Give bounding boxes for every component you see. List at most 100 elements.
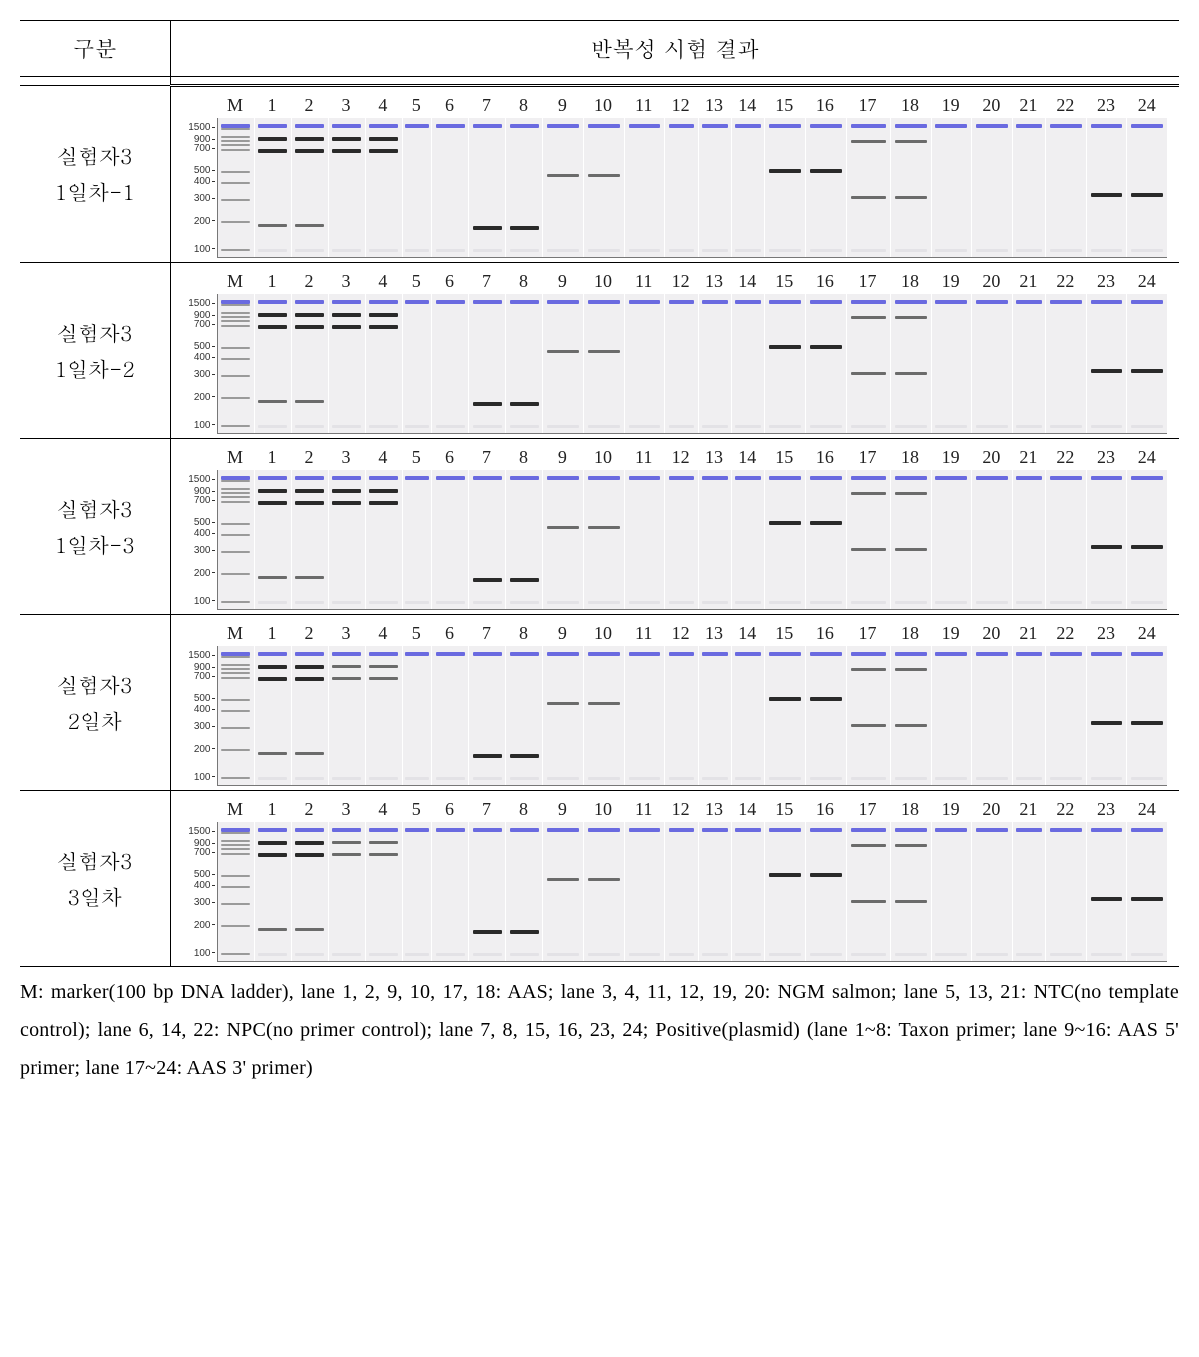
gel-band [369,124,398,128]
gel-band [851,492,886,495]
gel-lane [506,822,543,961]
gel-band [295,752,324,755]
y-tick: 700 [194,320,215,330]
gel-band [588,878,620,881]
gel-lane [469,822,506,961]
gel-band [735,777,761,780]
gel-band [735,425,761,428]
gel-band [1016,124,1042,128]
lane-label: 7 [468,447,505,468]
y-tick: 1500 [188,827,214,837]
gel-lane [218,646,255,785]
gel-band [851,300,886,304]
gel-lane [932,294,973,433]
lane-label: 16 [805,271,846,292]
lane-label: 14 [731,623,764,644]
lane-label: 9 [542,95,583,116]
lane-label: 11 [623,799,664,820]
gel-lane [972,470,1013,609]
gel-cell: M123456789101112131415161718192021222324… [170,615,1179,791]
gel-band [258,828,287,832]
lane-label: 12 [664,271,697,292]
lane-label: 19 [930,271,971,292]
gel-band [473,652,502,656]
gel-band [976,777,1008,780]
gel-band [851,476,886,480]
gel-band [669,425,695,428]
gel-lane [584,646,625,785]
gel-band [1131,545,1163,549]
row-label-line: 1일차-2 [24,351,166,387]
gel-band [735,249,761,252]
gel-band [221,601,250,603]
gel-band [935,652,967,656]
gel-band [769,249,801,252]
gel-band [1016,249,1042,252]
gel-band [405,124,428,128]
y-tick: 100 [194,773,215,783]
gel-lane [543,646,584,785]
gel-band [221,300,250,304]
lane-label: M [217,623,254,644]
gel-panel: M123456789101112131415161718192021222324… [183,271,1168,434]
gel-band [669,249,695,252]
row-label-line: 실험자3 [24,138,166,174]
gel-band [810,425,842,428]
gel-band [221,652,250,656]
gel-band [810,169,842,173]
lane-label: 7 [468,623,505,644]
gel-lane [1013,822,1046,961]
y-tick: 500 [194,166,215,176]
gel-lane [329,646,366,785]
lane-label: 15 [764,623,805,644]
gel-band [1091,828,1123,832]
lane-label: 5 [401,623,431,644]
gel-band [735,601,761,604]
figure-caption: M: marker(100 bp DNA ladder), lane 1, 2,… [20,973,1179,1087]
gel-band [702,476,728,480]
gel-band [976,300,1008,304]
gel-band [221,749,250,751]
y-tick: 200 [194,217,215,227]
gel-lane [366,822,403,961]
y-tick: 200 [194,569,215,579]
gel-lane [1087,470,1128,609]
gel-band [295,828,324,832]
lane-label: 2 [290,447,327,468]
gel-lane [732,470,765,609]
gel-lane [543,822,584,961]
gel-band [588,124,620,128]
gel-lane [1046,294,1087,433]
gel-band [221,347,250,349]
gel-band [669,476,695,480]
gel-band [436,601,465,604]
lane-label: 21 [1012,447,1045,468]
gel-lane [891,118,932,257]
gel-band [1091,777,1123,780]
lane-label: 7 [468,271,505,292]
gel-band [258,928,287,931]
gel-lane [625,646,666,785]
gel-band [221,476,250,480]
results-table: 구분 반복성 시험 결과 실험자31일차-1M12345678910111213… [20,20,1179,967]
gel-band [221,199,250,201]
gel-band [851,140,886,143]
gel-band [1131,193,1163,197]
gel-band [258,576,287,579]
gel-lane [699,470,732,609]
y-tick: 400 [194,529,215,539]
lane-label: 12 [664,799,697,820]
gel-band [221,182,250,184]
lane-label: 8 [505,623,542,644]
gel-lane [847,646,891,785]
gel-band [510,578,539,582]
lane-label: 17 [845,447,889,468]
lane-label: 7 [468,799,505,820]
gel-band [436,953,465,956]
gel-lane [665,118,698,257]
gel-band [1091,545,1123,549]
gel-band [332,300,361,304]
gel-lane [665,646,698,785]
gel-band [547,652,579,656]
gel-band [1131,124,1163,128]
